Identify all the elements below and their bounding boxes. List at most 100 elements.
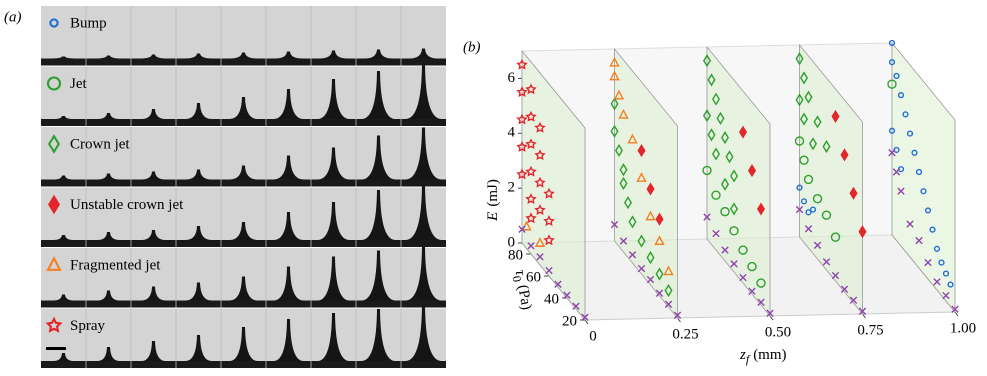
legend-marker [49, 18, 59, 28]
data-point [655, 289, 664, 297]
data-point [628, 215, 637, 229]
z-axis-label-part: τ [511, 269, 528, 278]
data-point [813, 115, 822, 129]
legend-backdrop [44, 254, 62, 276]
data-point [725, 150, 734, 164]
data-point [711, 92, 721, 106]
data-point [933, 278, 941, 286]
legend-label: Unstable crown jet [70, 197, 184, 213]
legend-marker [46, 76, 62, 91]
silhouette [317, 202, 350, 240]
data-point [623, 196, 633, 210]
data-point [543, 234, 555, 246]
silhouette [405, 185, 442, 240]
data-point [610, 220, 619, 229]
data-point [610, 124, 619, 138]
data-point [915, 236, 923, 245]
data-point [563, 291, 571, 299]
legend-label: Crown jet [70, 136, 130, 152]
silhouette [405, 127, 442, 180]
silhouette [141, 230, 166, 240]
data-point [924, 258, 932, 267]
data-point [803, 174, 814, 185]
data-point [805, 209, 812, 216]
x-axis-label-part: z [739, 347, 746, 363]
data-point [822, 258, 831, 266]
silhouette [229, 276, 258, 301]
data-point [711, 147, 721, 161]
y-tick-label: 4 [508, 125, 516, 141]
silhouette [53, 294, 74, 301]
legend-label: Bump [70, 15, 107, 31]
data-point [673, 311, 682, 319]
data-point [757, 298, 765, 306]
data-point [796, 184, 803, 191]
x-tick [584, 319, 589, 325]
silhouette [53, 175, 74, 180]
silhouette [319, 50, 348, 59]
silhouette [185, 226, 212, 240]
data-point [766, 309, 774, 317]
photo-panel: Bump Jet Crown jet Unstable crown jet Fragme… [41, 6, 446, 368]
data-point [831, 109, 840, 123]
data-point [646, 275, 655, 284]
data-point [534, 204, 546, 215]
silhouette [405, 246, 442, 301]
data-point [840, 148, 849, 162]
data-point [799, 155, 809, 165]
data-point [702, 54, 712, 68]
photo-base [41, 179, 446, 187]
y-tick-label: 6 [508, 70, 516, 86]
silhouette [405, 305, 442, 361]
silhouette [364, 49, 393, 59]
data-point [609, 70, 620, 81]
x-tick-label: 1.00 [950, 320, 976, 336]
legend-label: Fragmented jet [70, 257, 161, 273]
silhouette [317, 256, 350, 301]
data-point [628, 251, 637, 259]
data-point [906, 130, 914, 137]
silhouette [141, 109, 166, 119]
data-point [516, 58, 528, 70]
data-point [516, 141, 528, 152]
data-point [942, 270, 950, 277]
data-point [637, 264, 646, 273]
scale-bar [46, 347, 66, 350]
data-point [572, 302, 580, 310]
x-axis-label-part: f [746, 352, 751, 366]
z-axis-label-part: 0 [510, 275, 525, 283]
silhouette [229, 222, 258, 240]
data-point [933, 245, 941, 252]
data-point [516, 168, 528, 180]
y-axis-label-part: (mJ) [485, 179, 501, 207]
silhouette [273, 319, 304, 361]
silhouette [97, 347, 120, 361]
x-tick-label: 0 [589, 328, 597, 344]
photo-base [41, 361, 446, 368]
silhouette [273, 212, 304, 240]
data-point [525, 110, 537, 122]
legend-label: Jet [70, 76, 87, 92]
silhouette [273, 155, 304, 180]
data-point [756, 278, 766, 288]
x-axis-label: zf (mm) [739, 347, 787, 365]
silhouette [229, 52, 258, 59]
data-point [663, 265, 674, 276]
x-tick [677, 317, 681, 323]
data-point [536, 253, 544, 261]
silhouette [184, 53, 213, 59]
silhouette [94, 55, 123, 59]
legend-backdrop [44, 12, 62, 34]
data-point [516, 86, 528, 97]
data-point [618, 108, 629, 119]
silhouette [229, 327, 258, 361]
photo-base [41, 58, 446, 66]
data-point [664, 300, 673, 308]
data-point [756, 202, 766, 216]
data-point [804, 90, 813, 104]
x-tick-label: 0.75 [857, 322, 883, 338]
data-point [525, 165, 537, 177]
data-point [951, 305, 959, 313]
data-point [906, 220, 914, 228]
data-point [808, 137, 818, 151]
